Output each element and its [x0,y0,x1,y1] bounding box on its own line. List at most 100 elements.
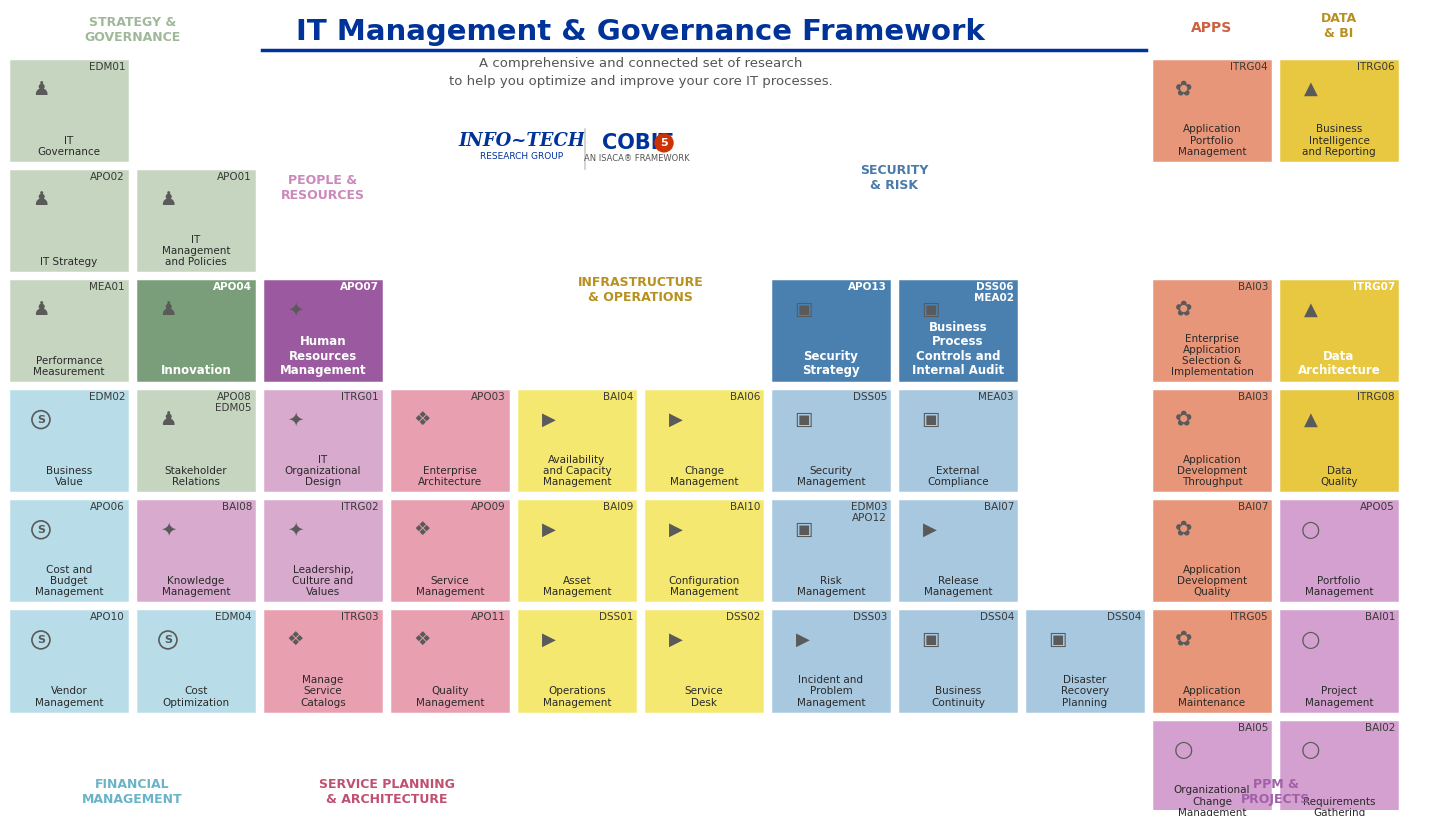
Text: ✦: ✦ [286,300,304,319]
Text: S: S [163,635,172,645]
FancyBboxPatch shape [516,388,639,493]
Text: PPM &
PROJECTS: PPM & PROJECTS [1242,778,1310,806]
FancyBboxPatch shape [1277,499,1400,603]
FancyBboxPatch shape [9,168,130,273]
Text: ▶: ▶ [541,631,556,649]
Text: BAI04: BAI04 [603,392,633,402]
Text: ▶: ▶ [924,521,937,539]
FancyBboxPatch shape [643,499,765,603]
Text: MEA01: MEA01 [89,282,125,292]
Text: APO02: APO02 [90,171,125,182]
Text: RESEARCH GROUP: RESEARCH GROUP [481,153,564,162]
Text: ▣: ▣ [1048,631,1067,650]
Text: ▶: ▶ [669,521,683,539]
Text: ✿: ✿ [1176,630,1193,650]
Text: ▲: ▲ [1305,80,1317,98]
Text: Security
Management: Security Management [796,466,865,487]
FancyBboxPatch shape [516,609,639,713]
Text: BAI09: BAI09 [603,502,633,512]
Text: ♟: ♟ [32,80,50,99]
Text: ❖: ❖ [286,631,304,650]
Text: IT
Management
and Policies: IT Management and Policies [162,234,231,267]
Text: ❖: ❖ [414,631,431,650]
Text: Knowledge
Management: Knowledge Management [162,576,231,597]
FancyBboxPatch shape [9,388,130,493]
FancyBboxPatch shape [135,168,256,273]
Text: Business
Continuity: Business Continuity [931,686,985,707]
Text: DSS06
MEA02: DSS06 MEA02 [974,282,1014,303]
Text: ○: ○ [1302,630,1320,650]
Text: APO07: APO07 [339,282,379,292]
Text: ✿: ✿ [1176,299,1193,319]
Text: ITRG08: ITRG08 [1358,392,1395,402]
FancyBboxPatch shape [135,609,256,713]
FancyBboxPatch shape [1277,719,1400,816]
Text: APO06: APO06 [90,502,125,512]
Text: Application
Portfolio
Management: Application Portfolio Management [1177,124,1246,157]
Text: Business
Value: Business Value [46,466,92,487]
FancyBboxPatch shape [135,388,256,493]
Text: SERVICE PLANNING
& ARCHITECTURE: SERVICE PLANNING & ARCHITECTURE [318,778,454,806]
Text: S: S [37,415,44,424]
Text: DSS02: DSS02 [726,612,760,623]
Text: Disaster
Recovery
Planning: Disaster Recovery Planning [1061,675,1108,707]
Text: Incident and
Problem
Management: Incident and Problem Management [796,675,865,707]
FancyBboxPatch shape [1277,609,1400,713]
FancyBboxPatch shape [770,278,892,383]
Text: ▶: ▶ [669,631,683,649]
Text: ♟: ♟ [159,300,176,319]
Text: S: S [37,525,44,534]
Text: DATA
& BI: DATA & BI [1320,11,1358,40]
Text: ♟: ♟ [32,190,50,209]
Text: STRATEGY &
GOVERNANCE: STRATEGY & GOVERNANCE [84,16,180,44]
FancyBboxPatch shape [9,58,130,162]
FancyBboxPatch shape [1277,388,1400,493]
FancyBboxPatch shape [770,499,892,603]
Text: ITRG02: ITRG02 [341,502,379,512]
Text: Cost
Optimization: Cost Optimization [162,686,229,707]
Text: ○: ○ [1302,740,1320,760]
Text: APO10: APO10 [90,612,125,623]
Text: S: S [37,635,44,645]
Text: ITRG06: ITRG06 [1358,61,1395,72]
Text: APO09: APO09 [471,502,505,512]
Text: FINANCIAL
MANAGEMENT: FINANCIAL MANAGEMENT [82,778,183,806]
Text: Asset
Management: Asset Management [543,576,611,597]
Text: ✦: ✦ [160,521,176,539]
Text: BAI10: BAI10 [730,502,760,512]
Text: Manage
Service
Catalogs: Manage Service Catalogs [301,675,347,707]
Text: Business
Process
Controls and
Internal Audit: Business Process Controls and Internal A… [912,321,1004,377]
Text: APO05: APO05 [1360,502,1395,512]
FancyBboxPatch shape [770,609,892,713]
Text: BAI07: BAI07 [1237,502,1267,512]
Text: APO13: APO13 [848,282,886,292]
Text: BAI01: BAI01 [1365,612,1395,623]
Text: Leadership,
Culture and
Values: Leadership, Culture and Values [292,565,354,597]
Text: DSS04: DSS04 [979,612,1014,623]
Text: Innovation: Innovation [160,364,232,377]
FancyBboxPatch shape [262,499,384,603]
Text: ITRG04: ITRG04 [1230,61,1267,72]
Text: ▶: ▶ [541,521,556,539]
FancyBboxPatch shape [1151,58,1273,162]
Text: BAI07: BAI07 [984,502,1014,512]
Text: BAI02: BAI02 [1365,722,1395,733]
FancyBboxPatch shape [643,609,765,713]
Text: ✦: ✦ [286,521,304,539]
FancyBboxPatch shape [516,499,639,603]
Text: Data
Architecture: Data Architecture [1297,349,1380,377]
Text: INFO~TECH: INFO~TECH [458,132,586,150]
FancyBboxPatch shape [262,278,384,383]
Text: AN ISACA® FRAMEWORK: AN ISACA® FRAMEWORK [584,154,690,163]
FancyBboxPatch shape [135,278,256,383]
Text: MEA03: MEA03 [978,392,1014,402]
Text: ❖: ❖ [414,410,431,429]
Text: APO04: APO04 [213,282,252,292]
Text: Release
Management: Release Management [924,576,992,597]
Text: Project
Management: Project Management [1305,686,1373,707]
Circle shape [654,134,673,152]
Text: PEOPLE &
RESOURCES: PEOPLE & RESOURCES [281,174,365,202]
Text: Enterprise
Architecture: Enterprise Architecture [418,466,483,487]
Text: Configuration
Management: Configuration Management [669,576,739,597]
Text: Requirements
Gathering: Requirements Gathering [1303,796,1375,816]
